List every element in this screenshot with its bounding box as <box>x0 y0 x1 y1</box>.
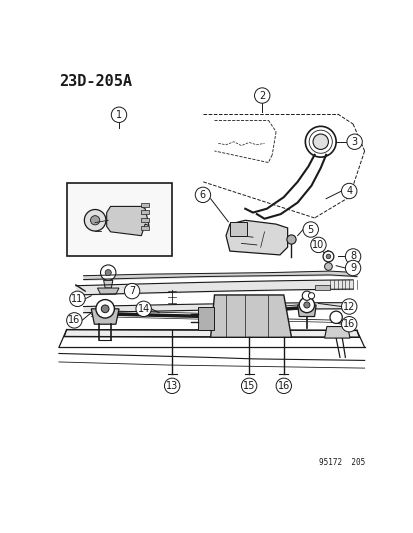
Text: 6: 6 <box>199 190 206 200</box>
Text: 8: 8 <box>349 252 355 262</box>
Circle shape <box>305 126 335 157</box>
Polygon shape <box>225 220 287 255</box>
Circle shape <box>329 311 342 324</box>
Circle shape <box>341 299 356 314</box>
Bar <box>141 218 149 222</box>
Text: 11: 11 <box>71 294 83 304</box>
Polygon shape <box>103 280 113 288</box>
Bar <box>141 210 149 214</box>
Circle shape <box>312 134 328 149</box>
Circle shape <box>344 249 360 264</box>
Text: 5: 5 <box>307 224 313 235</box>
Bar <box>229 222 246 236</box>
Circle shape <box>322 251 333 262</box>
Circle shape <box>195 187 210 203</box>
Text: 14: 14 <box>137 304 150 314</box>
Circle shape <box>100 265 116 280</box>
Circle shape <box>325 254 330 259</box>
Circle shape <box>302 222 318 237</box>
Circle shape <box>324 263 332 270</box>
Circle shape <box>275 378 291 393</box>
Circle shape <box>308 293 314 299</box>
Text: 16: 16 <box>68 316 80 325</box>
Circle shape <box>66 313 82 328</box>
Text: 16: 16 <box>342 319 354 329</box>
Circle shape <box>241 378 256 393</box>
Text: 13: 13 <box>166 381 178 391</box>
Circle shape <box>84 209 106 231</box>
Bar <box>314 285 329 289</box>
Circle shape <box>344 260 360 276</box>
Circle shape <box>135 301 151 317</box>
Polygon shape <box>64 329 358 337</box>
Bar <box>141 203 149 207</box>
Circle shape <box>310 237 325 253</box>
Text: 23D-205A: 23D-205A <box>59 74 132 89</box>
Text: 12: 12 <box>342 302 355 311</box>
Text: 95172  205: 95172 205 <box>318 458 365 467</box>
Bar <box>197 306 214 329</box>
Bar <box>66 183 172 256</box>
Circle shape <box>254 88 269 103</box>
Text: 15: 15 <box>242 381 255 391</box>
Circle shape <box>90 216 100 225</box>
Text: 7: 7 <box>129 286 135 296</box>
Circle shape <box>346 134 361 149</box>
Text: 10: 10 <box>311 240 324 250</box>
Circle shape <box>286 235 295 244</box>
Polygon shape <box>107 206 149 236</box>
Text: 4: 4 <box>345 186 351 196</box>
Circle shape <box>101 305 109 313</box>
Polygon shape <box>210 295 291 337</box>
Text: 1: 1 <box>116 110 122 120</box>
Polygon shape <box>297 305 316 317</box>
Text: 3: 3 <box>351 137 357 147</box>
Text: 2: 2 <box>259 91 265 101</box>
Circle shape <box>96 300 114 318</box>
Circle shape <box>105 270 111 276</box>
Circle shape <box>164 378 179 393</box>
Circle shape <box>303 302 309 308</box>
Polygon shape <box>97 288 119 294</box>
Circle shape <box>301 291 311 301</box>
Text: 9: 9 <box>349 263 355 273</box>
Circle shape <box>299 297 314 313</box>
Text: 16: 16 <box>277 381 289 391</box>
Circle shape <box>341 317 356 332</box>
Circle shape <box>69 291 85 306</box>
Bar <box>141 225 149 230</box>
Polygon shape <box>324 327 349 338</box>
Polygon shape <box>91 309 119 324</box>
Circle shape <box>111 107 126 123</box>
Circle shape <box>124 284 140 299</box>
Circle shape <box>341 183 356 199</box>
